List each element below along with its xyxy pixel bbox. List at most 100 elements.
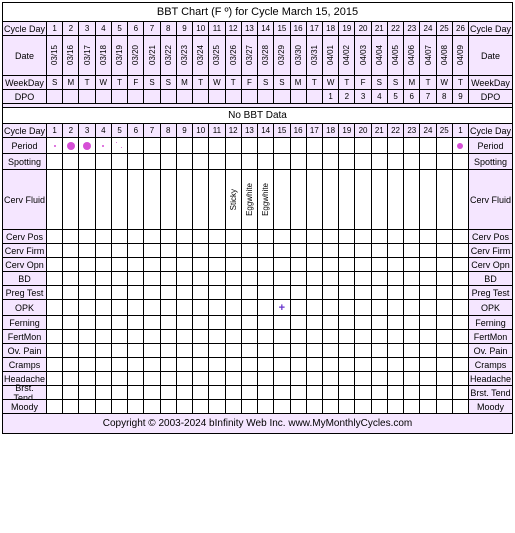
cell: [79, 400, 95, 413]
cell: [177, 330, 193, 343]
cell: [355, 138, 371, 153]
cell: [339, 272, 355, 285]
cell: 9: [453, 90, 468, 103]
row-label-right: Spotting: [468, 154, 512, 169]
cell: [258, 400, 274, 413]
cell: [307, 90, 323, 103]
cell: [291, 330, 307, 343]
row-label-right: Cycle Day: [468, 124, 512, 137]
no-bbt-data: No BBT Data: [3, 108, 512, 124]
cell: 03/19: [112, 36, 128, 75]
cell: [242, 372, 258, 385]
cell: [226, 316, 242, 329]
row-label-left: Cerv Opn: [3, 258, 47, 271]
cell: [291, 154, 307, 169]
cell: [226, 154, 242, 169]
cell: W: [437, 76, 453, 89]
cell: [372, 300, 388, 315]
cell: [161, 170, 177, 229]
row-label-left: Cramps: [3, 358, 47, 371]
cell: [388, 154, 404, 169]
cell: [112, 272, 128, 285]
cell: [323, 330, 339, 343]
cell: 18: [323, 124, 339, 137]
cell: [437, 386, 453, 399]
cell: 7: [144, 22, 160, 35]
cell-text: 03/25: [212, 45, 221, 65]
cell: [63, 170, 79, 229]
cell: 20: [355, 22, 371, 35]
chart-row: Brst. Tend.Brst. Tend: [3, 386, 512, 400]
cell: [47, 170, 63, 229]
cell: [161, 372, 177, 385]
cell: [242, 386, 258, 399]
cell: [177, 316, 193, 329]
cell: [193, 258, 209, 271]
cell: [226, 372, 242, 385]
cell: [323, 358, 339, 371]
cell: [437, 244, 453, 257]
cell: [161, 230, 177, 243]
row-label-right: Moody: [468, 400, 512, 413]
cell: 1: [47, 124, 63, 137]
cell: [128, 372, 144, 385]
cell: 19: [339, 124, 355, 137]
cell: [128, 258, 144, 271]
cell: [388, 272, 404, 285]
row-cells: 03/1503/1603/1703/1803/1903/2003/2103/22…: [47, 36, 468, 75]
cell-text: 04/02: [342, 45, 351, 65]
cell: [63, 386, 79, 399]
cell: S: [388, 76, 404, 89]
cell-text: 04/05: [391, 45, 400, 65]
row-label-right: Cramps: [468, 358, 512, 371]
cell: [177, 400, 193, 413]
cell: 4: [96, 124, 112, 137]
cell: S: [372, 76, 388, 89]
cell: F: [242, 76, 258, 89]
cell: 3: [355, 90, 371, 103]
cell: [372, 170, 388, 229]
cell: [242, 300, 258, 315]
cell: [339, 372, 355, 385]
cell: 7: [144, 124, 160, 137]
cell: [437, 138, 453, 153]
cell: [339, 258, 355, 271]
cell: [307, 244, 323, 257]
cell: 24: [420, 22, 436, 35]
cell: M: [177, 76, 193, 89]
cell: [453, 386, 468, 399]
cell: [274, 316, 290, 329]
cell: [128, 330, 144, 343]
cell: 04/01: [323, 36, 339, 75]
row-label-right: BD: [468, 272, 512, 285]
cell: [274, 372, 290, 385]
cell: [404, 316, 420, 329]
cell: [144, 330, 160, 343]
cell: [63, 300, 79, 315]
row-label-right: Cerv Opn: [468, 258, 512, 271]
cell: [161, 272, 177, 285]
cell: [258, 286, 274, 299]
cell-text: Eggwhite: [261, 183, 270, 216]
cell: [47, 90, 63, 103]
chart-row: Cerv FluidStickyEggwhiteEggwhiteCerv Flu…: [3, 170, 512, 230]
cell: [437, 300, 453, 315]
cell: [144, 244, 160, 257]
cell: +: [274, 300, 290, 315]
row-cells: [47, 344, 468, 357]
row-cells: [47, 244, 468, 257]
cell: [96, 372, 112, 385]
chart-row: Preg TestPreg Test: [3, 286, 512, 300]
cell: [388, 138, 404, 153]
cell: [307, 286, 323, 299]
cell: [339, 386, 355, 399]
cell: [242, 286, 258, 299]
cell: [420, 372, 436, 385]
cell: [193, 330, 209, 343]
cell: 15: [274, 22, 290, 35]
row-label-left: Moody: [3, 400, 47, 413]
cell: 6: [128, 124, 144, 137]
cell-text: 03/18: [99, 45, 108, 65]
cell: [355, 286, 371, 299]
cell: [372, 230, 388, 243]
